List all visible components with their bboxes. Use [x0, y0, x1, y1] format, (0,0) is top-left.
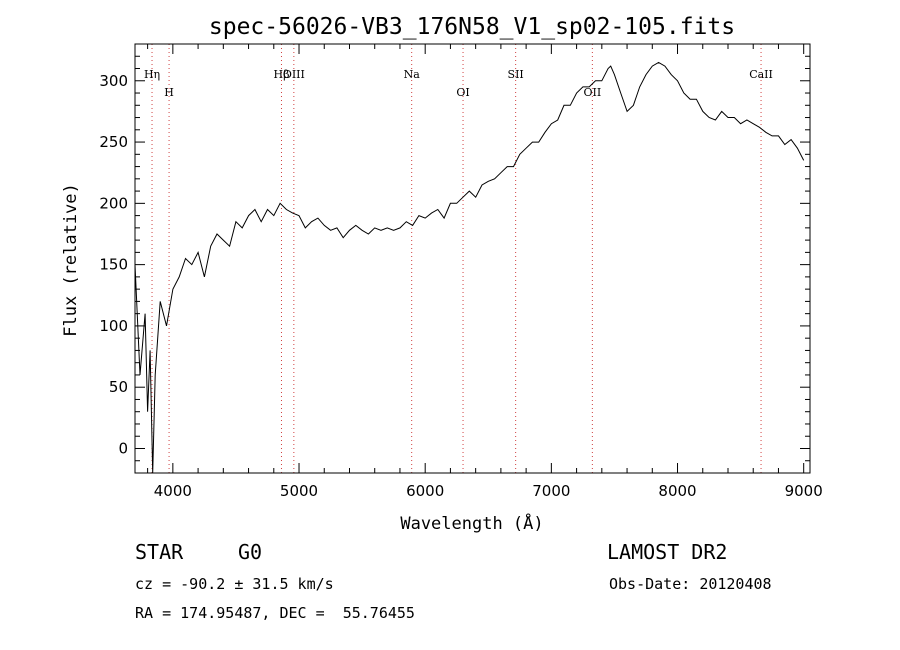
- obs-date-value: 20120408: [699, 575, 772, 593]
- cz-label: cz =: [135, 575, 172, 593]
- spectral-line-label: Hβ: [274, 68, 290, 81]
- spectral-line-label: H: [164, 86, 174, 99]
- cz-value: -90.2 ± 31.5 km/s: [180, 575, 334, 593]
- spectral-line-label: Na: [404, 68, 421, 81]
- x-tick-label: 6000: [406, 482, 444, 500]
- y-tick-label: 200: [99, 194, 128, 212]
- redshift-velocity: cz = -90.2 ± 31.5 km/s: [135, 575, 334, 593]
- observation-date: Obs-Date: 20120408: [609, 575, 772, 593]
- spectral-line-label: OII: [584, 86, 602, 99]
- y-tick-label: 250: [99, 133, 128, 151]
- spectral-line-label: OI: [456, 86, 469, 99]
- dec-value: 55.76455: [342, 604, 415, 622]
- plot-frame: [134, 43, 811, 474]
- object-subclass: G0: [238, 540, 263, 564]
- coordinates: RA = 174.95487, DEC = 55.76455: [135, 604, 415, 622]
- x-tick-label: 9000: [785, 482, 823, 500]
- object-class: STAR: [135, 540, 184, 564]
- y-tick-label: 50: [109, 378, 128, 396]
- chart-title: spec-56026-VB3_176N58_V1_sp02-105.fits: [209, 14, 735, 40]
- y-tick-label: 0: [118, 439, 128, 457]
- x-tick-label: 8000: [658, 482, 696, 500]
- x-axis-label: Wavelength (Å): [400, 512, 543, 534]
- spectral-line-label: Hη: [144, 68, 160, 81]
- spectral-line-label: SII: [508, 68, 524, 81]
- ra-label: RA =: [135, 604, 172, 622]
- obs-date-label: Obs-Date:: [609, 575, 691, 593]
- x-tick-label: 4000: [154, 482, 192, 500]
- y-tick-label: 150: [99, 256, 128, 274]
- dec-label: DEC =: [279, 604, 325, 622]
- spectral-line-label: OIII: [283, 68, 305, 81]
- survey-name: LAMOST DR2: [607, 540, 728, 564]
- spectral-line-label: CaII: [749, 68, 773, 81]
- x-tick-label: 7000: [532, 482, 570, 500]
- spectrum-line: [134, 61, 805, 474]
- x-tick-label: 5000: [280, 482, 318, 500]
- y-tick-label: 100: [99, 317, 128, 335]
- y-tick-label: 300: [99, 72, 128, 90]
- y-axis-label: Flux (relative): [61, 183, 81, 337]
- ra-value: 174.95487,: [180, 604, 271, 622]
